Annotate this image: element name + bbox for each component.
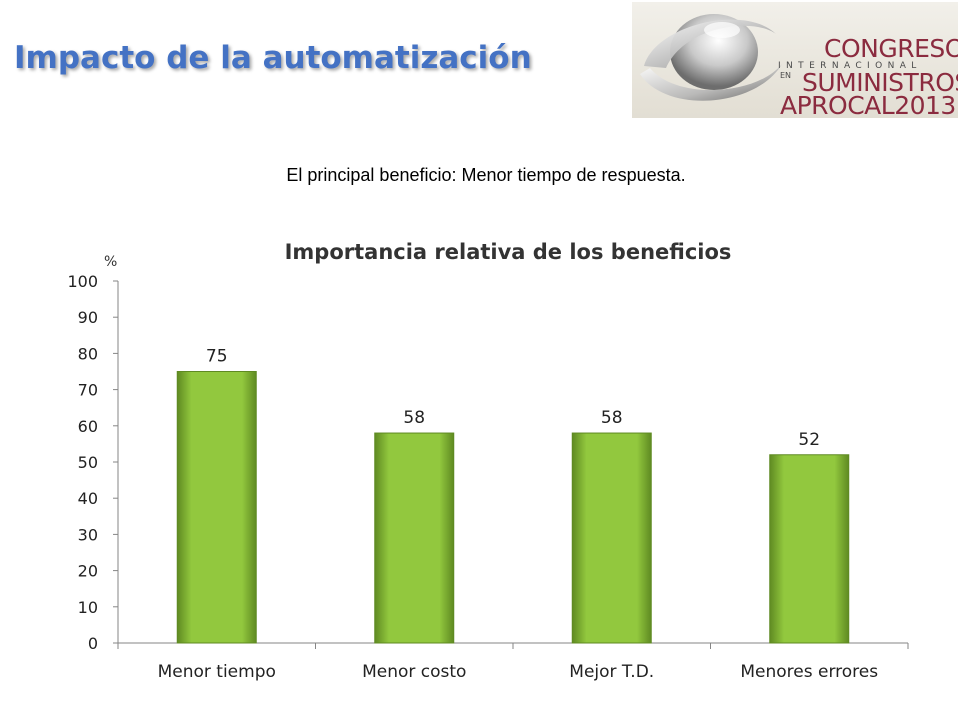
data-label: 75 — [206, 347, 228, 367]
x-tick-label: Mejor T.D. — [569, 662, 654, 682]
data-label: 58 — [601, 408, 623, 428]
y-tick-label: 30 — [78, 525, 98, 544]
x-tick-label: Menores errores — [740, 662, 878, 682]
logo-line5: APROCAL2013 — [780, 91, 956, 118]
y-tick-label: 90 — [78, 308, 98, 327]
x-tick-label: Menor tiempo — [158, 662, 276, 682]
y-tick-label: 80 — [78, 344, 98, 363]
logo-line3: EN — [780, 71, 792, 80]
y-tick-label: 20 — [78, 562, 98, 581]
y-tick-label: 0 — [88, 634, 98, 653]
y-tick-label: 10 — [78, 598, 98, 617]
data-label: 52 — [798, 430, 820, 450]
y-tick-label: 50 — [78, 453, 98, 472]
slide-subtitle: El principal beneficio: Menor tiempo de … — [286, 165, 686, 185]
slide-title: Impacto de la automatización — [14, 40, 532, 76]
data-label: 58 — [403, 408, 425, 428]
congress-logo: CONGRESO INTERNACIONAL EN SUMINISTROS AP… — [632, 2, 958, 118]
logo-line2: INTERNACIONAL — [778, 61, 922, 71]
bar-4 — [769, 454, 850, 644]
bar-1 — [176, 371, 257, 644]
chart-title: Importancia relativa de los beneficios — [285, 240, 732, 264]
y-axis-label: % — [104, 254, 117, 270]
logo-line4: SUMINISTROS — [802, 68, 958, 97]
x-tick-label: Menor costo — [362, 662, 466, 682]
bar-3 — [571, 432, 652, 644]
swirl-emblem-icon — [640, 14, 782, 101]
y-tick-label: 40 — [78, 489, 98, 508]
y-tick-label: 60 — [78, 417, 98, 436]
bar-2 — [374, 432, 455, 644]
logo-line1: CONGRESO — [824, 34, 958, 63]
y-tick-label: 100 — [67, 272, 98, 291]
y-tick-label: 70 — [78, 381, 98, 400]
